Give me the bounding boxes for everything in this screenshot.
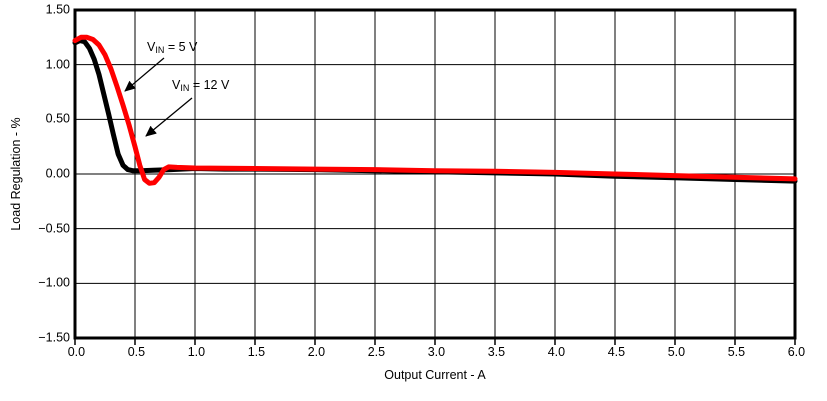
- y-tick-label: −1.00: [38, 276, 70, 291]
- curve-label-vin-5v: VIN = 5 V: [147, 40, 197, 55]
- x-tick-label: 4.0: [547, 345, 566, 359]
- x-tick-label: 3.5: [487, 345, 506, 359]
- x-tick-label: 6.0: [787, 345, 806, 359]
- label-subscript: IN: [180, 83, 190, 93]
- label-symbol: V: [172, 78, 181, 92]
- y-tick-label: 0.00: [45, 166, 70, 181]
- curve-label-vin-12v: VIN = 12 V: [172, 78, 229, 93]
- x-tick-label: 1.0: [187, 345, 206, 359]
- x-tick-label: 3.0: [427, 345, 446, 359]
- x-tick-label: 1.5: [247, 345, 266, 359]
- x-tick-label: 0.5: [127, 345, 146, 359]
- y-axis-title: Load Regulation - %: [9, 117, 23, 231]
- x-tick-label: 0.0: [67, 345, 86, 359]
- y-tick-label: −0.50: [38, 221, 70, 236]
- label-symbol: V: [147, 40, 156, 54]
- y-tick-label: 1.00: [45, 57, 70, 72]
- x-tick-label: 4.5: [607, 345, 626, 359]
- y-tick-label: 1.50: [45, 2, 70, 17]
- x-tick-label: 5.5: [727, 345, 746, 359]
- y-tick-label: −1.50: [38, 330, 70, 345]
- x-tick-label: 2.5: [367, 345, 386, 359]
- label-subscript: IN: [155, 45, 165, 55]
- x-tick-label: 5.0: [667, 345, 686, 359]
- y-tick-label: 0.50: [45, 112, 70, 127]
- label-value: = 5 V: [164, 40, 198, 54]
- label-value: = 12 V: [189, 78, 230, 92]
- x-axis-title: Output Current - A: [384, 368, 486, 382]
- x-tick-label: 2.0: [307, 345, 326, 359]
